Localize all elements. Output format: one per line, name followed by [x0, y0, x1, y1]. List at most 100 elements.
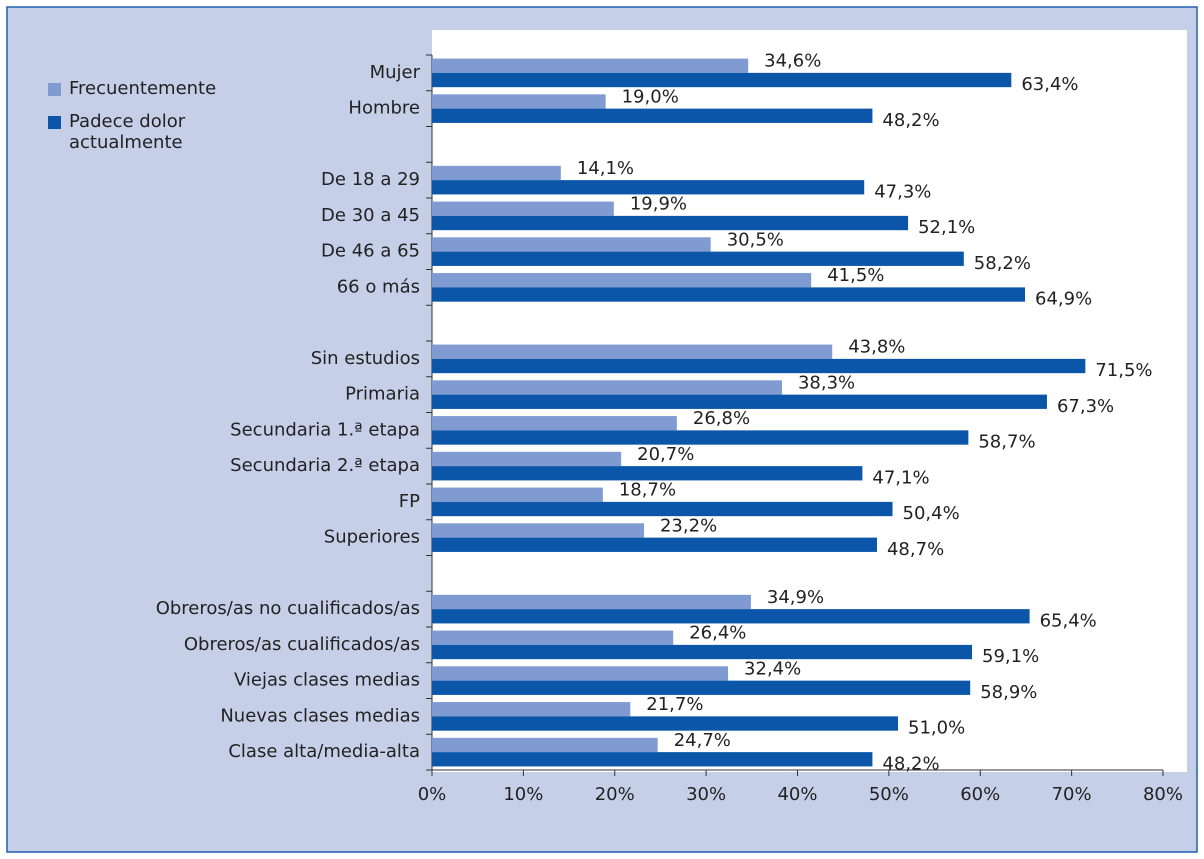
bar — [432, 737, 658, 753]
value-label: 34,9% — [767, 587, 824, 608]
value-label: 19,9% — [630, 194, 687, 215]
bar — [432, 358, 1086, 374]
bar — [432, 58, 749, 73]
x-tick-label: 40% — [777, 784, 817, 805]
value-label: 63,4% — [1021, 74, 1078, 95]
bar — [432, 380, 782, 395]
value-label: 58,2% — [974, 253, 1031, 274]
bar — [432, 215, 909, 231]
bar — [432, 237, 711, 252]
legend-item: Padece dolor actualmente — [48, 111, 228, 153]
value-label: 32,4% — [744, 658, 801, 679]
value-label: 65,4% — [1040, 610, 1097, 631]
value-label: 58,9% — [980, 682, 1037, 703]
legend-item: Frecuentemente — [48, 78, 228, 99]
value-label: 14,1% — [577, 158, 634, 179]
bar — [432, 251, 964, 266]
y-tick-label: De 30 a 45 — [321, 205, 420, 226]
y-tick-label: Nuevas clases medias — [220, 705, 420, 726]
value-label: 51,0% — [908, 718, 965, 739]
y-tick-label: Hombre — [348, 98, 420, 119]
bar — [432, 537, 877, 552]
bar — [432, 680, 971, 695]
legend-label: Frecuentemente — [69, 78, 217, 99]
value-label: 18,7% — [619, 480, 676, 501]
bar — [432, 702, 631, 717]
legend-swatch — [48, 116, 61, 129]
value-label: 67,3% — [1057, 396, 1114, 417]
bar — [432, 287, 1026, 302]
value-label: 47,1% — [872, 467, 929, 488]
bar — [432, 201, 614, 216]
y-tick-label: Secundaria 2.ª etapa — [230, 455, 420, 476]
x-tick-label: 50% — [869, 784, 909, 805]
value-label: 48,7% — [887, 539, 944, 560]
bar — [432, 752, 873, 767]
legend: Frecuentemente Padece dolor actualmente — [48, 78, 228, 165]
value-label: 50,4% — [903, 503, 960, 524]
bar — [432, 466, 863, 481]
bar — [432, 487, 603, 502]
bar — [432, 716, 899, 731]
bar — [432, 180, 865, 195]
legend-label: Padece dolor actualmente — [69, 111, 186, 153]
y-tick-label: Superiores — [324, 527, 420, 548]
value-label: 24,7% — [674, 730, 731, 751]
value-label: 48,2% — [882, 753, 939, 774]
x-tick-label: 70% — [1052, 784, 1092, 805]
value-label: 43,8% — [848, 337, 905, 358]
value-label: 71,5% — [1095, 360, 1152, 381]
bar — [432, 94, 606, 109]
bar — [432, 416, 677, 431]
bar — [432, 451, 622, 467]
bar — [432, 273, 812, 288]
value-label: 30,5% — [727, 229, 784, 250]
bar — [432, 523, 644, 538]
value-label: 47,3% — [874, 181, 931, 202]
bar — [432, 594, 751, 610]
value-label: 58,7% — [978, 432, 1035, 453]
bar — [432, 644, 973, 660]
y-tick-label: Clase alta/media-alta — [228, 741, 420, 762]
y-tick-label: Mujer — [370, 62, 421, 83]
value-label: 34,6% — [764, 51, 821, 72]
x-tick-label: 80% — [1143, 784, 1183, 805]
y-tick-label: Sin estudios — [311, 348, 420, 369]
y-tick-label: Primaria — [345, 384, 420, 405]
x-tick-label: 20% — [595, 784, 635, 805]
value-label: 26,8% — [693, 408, 750, 429]
value-label: 20,7% — [637, 444, 694, 465]
x-tick-label: 0% — [418, 784, 447, 805]
y-tick-label: Secundaria 1.ª etapa — [230, 419, 420, 440]
y-tick-label: Viejas clases medias — [234, 670, 420, 691]
value-label: 26,4% — [689, 623, 746, 644]
value-label: 19,0% — [622, 86, 679, 107]
y-tick-label: Obreros/as cualificados/as — [184, 634, 420, 655]
bar — [432, 344, 833, 359]
bar — [432, 501, 893, 517]
y-tick-label: De 18 a 29 — [321, 169, 420, 190]
bar — [432, 165, 561, 181]
x-tick-label: 30% — [686, 784, 726, 805]
value-label: 21,7% — [646, 694, 703, 715]
value-label: 23,2% — [660, 515, 717, 536]
value-label: 64,9% — [1035, 289, 1092, 310]
bar — [432, 630, 674, 645]
x-tick-label: 10% — [503, 784, 543, 805]
value-label: 52,1% — [918, 217, 975, 238]
value-label: 41,5% — [827, 265, 884, 286]
y-tick-label: 66 o más — [337, 276, 420, 297]
y-tick-label: De 46 a 65 — [321, 241, 420, 262]
bar — [432, 394, 1047, 409]
x-tick-label: 60% — [960, 784, 1000, 805]
bar — [432, 108, 873, 123]
y-tick-label: Obreros/as no cualificados/as — [156, 598, 420, 619]
legend-swatch — [48, 83, 61, 96]
bar — [432, 609, 1030, 624]
value-label: 38,3% — [798, 372, 855, 393]
bar — [432, 666, 729, 681]
bar — [432, 72, 1012, 88]
y-tick-label: FP — [399, 491, 420, 512]
